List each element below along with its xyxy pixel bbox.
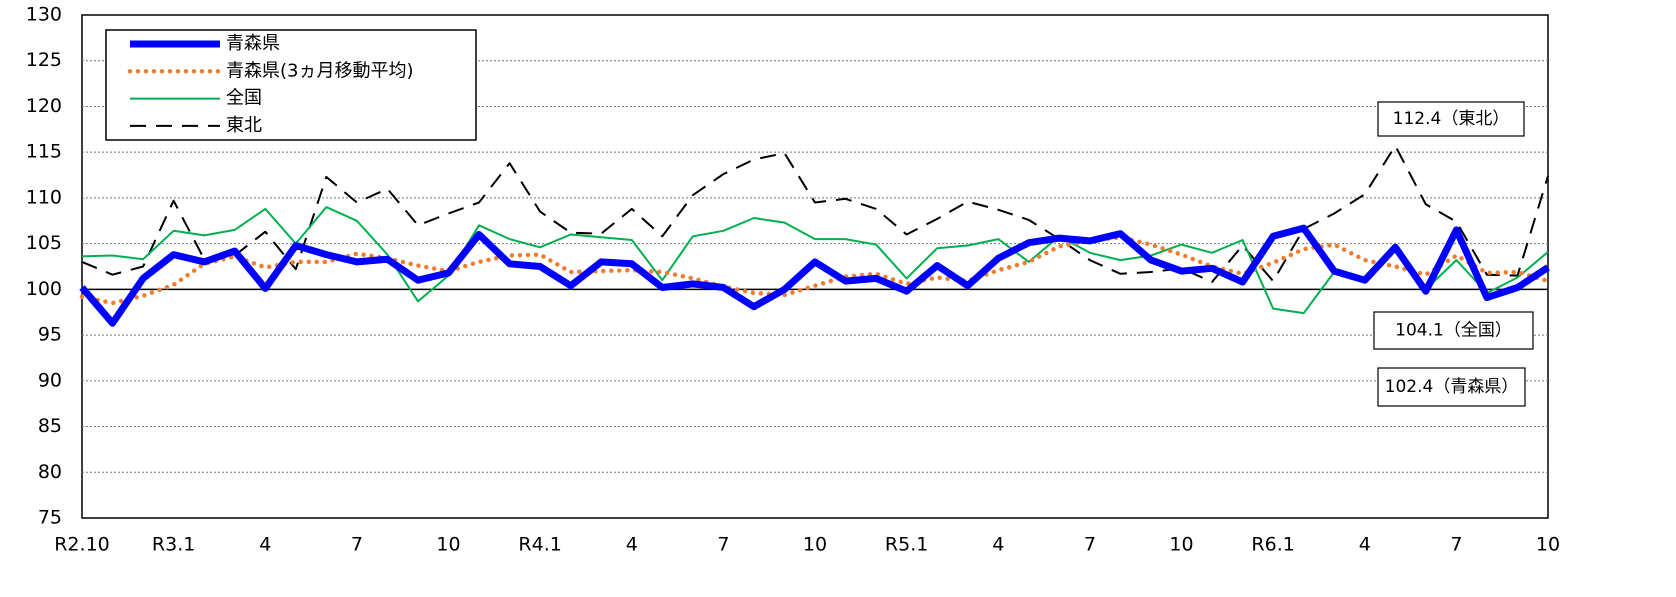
y-tick-label: 100 [26, 278, 62, 300]
x-tick-label: 10 [803, 534, 827, 556]
y-tick-label: 115 [26, 141, 62, 163]
legend-label: 全国 [226, 88, 262, 109]
annotation-box [1377, 367, 1526, 407]
y-tick-label: 80 [38, 461, 62, 483]
y-tick-label: 75 [38, 507, 62, 529]
x-tick-label: 4 [626, 534, 638, 556]
y-tick-label: 110 [26, 186, 62, 208]
series-line [81, 206, 1549, 315]
x-tick-label: R2.10 [54, 534, 110, 556]
annotation: 102.4（青森県） [1385, 377, 1519, 397]
x-tick-label: 10 [436, 534, 460, 556]
legend-label: 東北 [226, 115, 262, 136]
y-tick-label: 130 [26, 4, 62, 26]
y-tick-label: 120 [26, 95, 62, 117]
x-tick-label: R3.1 [152, 534, 195, 556]
x-tick-label: 4 [1359, 534, 1371, 556]
x-tick-label: 10 [1169, 534, 1193, 556]
x-tick-label: 7 [1084, 534, 1096, 556]
x-tick-label: R4.1 [518, 534, 561, 556]
x-tick-label: R5.1 [885, 534, 928, 556]
x-tick-label: 4 [259, 534, 271, 556]
annotation-box [1377, 101, 1525, 137]
x-tick-label: 7 [351, 534, 363, 556]
legend-box [105, 29, 477, 141]
series-line [79, 224, 1550, 327]
series-line [81, 144, 1549, 283]
y-tick-label: 90 [38, 369, 62, 391]
y-tick-label: 95 [38, 324, 62, 346]
plot-frame [81, 14, 1549, 519]
x-tick-label: R6.1 [1251, 534, 1294, 556]
legend-label: 青森県(3ヵ月移動平均) [226, 60, 414, 81]
annotation: 104.1（全国） [1395, 321, 1512, 341]
x-tick-label: 7 [717, 534, 729, 556]
x-tick-label: 10 [1536, 534, 1560, 556]
y-tick-label: 85 [38, 415, 62, 437]
series-line [79, 234, 1551, 306]
y-tick-label: 105 [26, 232, 62, 254]
annotation-box [1373, 311, 1534, 350]
y-tick-label: 125 [26, 49, 62, 71]
annotation: 112.4（東北） [1393, 109, 1510, 129]
x-tick-label: 4 [992, 534, 1004, 556]
x-tick-label: 7 [1450, 534, 1462, 556]
legend-label: 青森県 [226, 33, 280, 54]
